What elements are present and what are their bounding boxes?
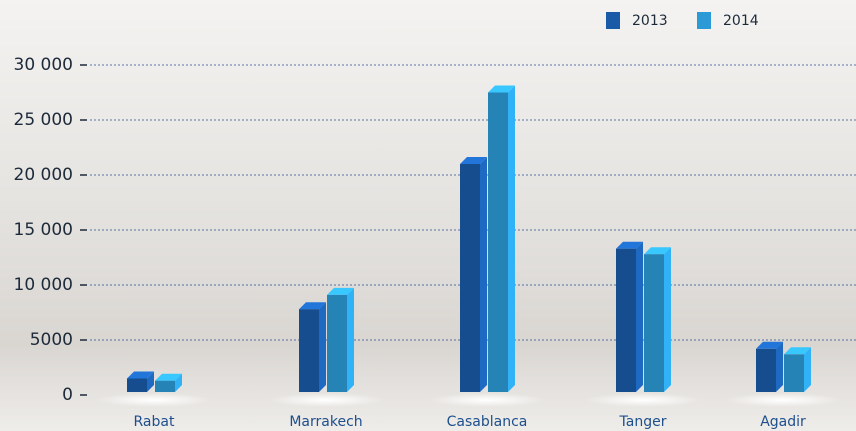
platform [585, 393, 701, 407]
bar [327, 294, 347, 392]
bar-side [664, 247, 671, 392]
x-tick-label: Tanger [619, 414, 667, 430]
bar-top [488, 85, 515, 93]
y-tick-label: 5000 [30, 330, 73, 350]
bar [155, 380, 175, 392]
platform [725, 393, 841, 407]
x-tick-label: Casablanca [447, 414, 528, 430]
y-tick-label: 15 000 [14, 220, 73, 240]
x-tick-label: Agadir [760, 414, 806, 430]
bar-top [299, 302, 326, 310]
bar [644, 254, 664, 392]
bar-top [784, 347, 811, 355]
bar-top [616, 241, 643, 249]
legend-label: 2014 [723, 13, 759, 29]
bar [756, 348, 776, 392]
bar [488, 92, 508, 392]
bar-side [636, 241, 643, 392]
platform [429, 393, 545, 407]
bar-side [347, 287, 354, 392]
bar [299, 309, 319, 392]
bar-side [147, 371, 154, 392]
legend-swatch [697, 12, 711, 29]
platform [96, 393, 212, 407]
y-tick-label: 25 000 [14, 110, 73, 130]
bar-side [175, 373, 182, 392]
bar-side [480, 157, 487, 392]
bar-top [155, 373, 182, 381]
bar [616, 248, 636, 392]
bar [784, 354, 804, 392]
y-tick-label: 0 [62, 385, 73, 405]
bar-top [756, 341, 783, 349]
bar-side [508, 85, 515, 392]
y-tick-label: 30 000 [14, 55, 73, 75]
platform [268, 393, 384, 407]
bar-side [776, 341, 783, 392]
bar-top [127, 371, 154, 379]
x-tick-label: Rabat [134, 414, 175, 430]
bar-top [327, 287, 354, 295]
legend-label: 2013 [632, 13, 668, 29]
bar [127, 378, 147, 392]
bar-top [644, 247, 671, 255]
bar-side [319, 302, 326, 392]
y-tick-label: 10 000 [14, 275, 73, 295]
legend-swatch [606, 12, 620, 29]
bar [460, 164, 480, 392]
y-tick-label: 20 000 [14, 165, 73, 185]
bar-top [460, 157, 487, 164]
bar-side [804, 347, 811, 392]
x-tick-label: Marrakech [289, 414, 362, 430]
